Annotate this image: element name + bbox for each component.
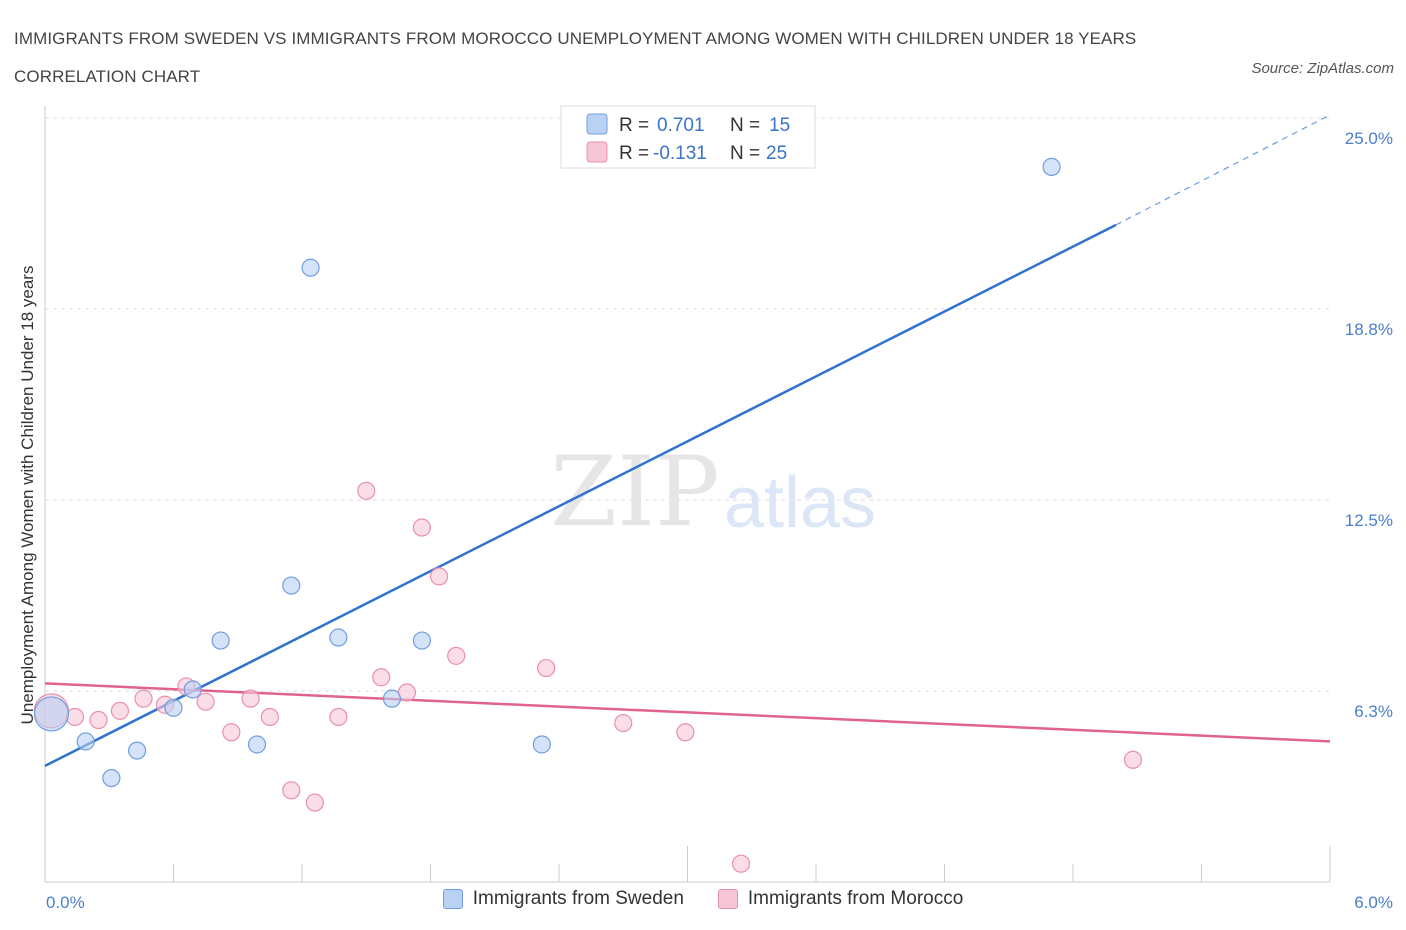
point-morocco (65, 707, 85, 727)
data-points (33, 157, 1143, 873)
point-morocco (110, 701, 130, 720)
trend-line-sweden-extension (1115, 114, 1331, 226)
point-morocco (676, 723, 695, 742)
point-sweden (1042, 157, 1061, 176)
point-sweden (247, 735, 267, 754)
point-sweden (102, 768, 121, 788)
point-morocco (1123, 750, 1143, 769)
trend-line-sweden (44, 223, 1117, 767)
y-axis-label: Unemployment Among Women with Children U… (18, 266, 37, 725)
point-morocco (412, 518, 432, 537)
chart-title: IMMIGRANTS FROM SWEDEN VS IMMIGRANTS FRO… (14, 29, 1137, 86)
point-morocco (447, 646, 466, 665)
point-morocco (222, 723, 241, 742)
legend-swatch-sweden (442, 889, 463, 909)
y-tick-label: 12.5% (1345, 511, 1393, 530)
point-morocco (357, 481, 376, 500)
point-morocco (89, 710, 108, 730)
x-tick-labels: 0.0% 6.0% (46, 893, 1393, 912)
point-morocco (196, 692, 215, 711)
point-sweden (183, 680, 202, 699)
stats-legend: R = 0.701 N = 15 R = -0.131 N = 25 (560, 105, 816, 169)
legend-n-label: N = (730, 143, 760, 164)
point-morocco (372, 668, 391, 687)
legend-item-morocco: Immigrants from Morocco (717, 888, 964, 910)
point-morocco (429, 567, 449, 586)
point-sweden (76, 732, 95, 751)
legend-n-value: 25 (766, 143, 787, 164)
point-sweden (282, 576, 301, 595)
watermark-zip: ZIP (550, 436, 719, 548)
point-sweden (211, 631, 230, 650)
point-morocco (731, 854, 751, 873)
point-morocco (282, 781, 301, 800)
point-morocco (134, 689, 153, 708)
y-tick-label: 18.8% (1345, 320, 1393, 339)
legend-swatch-morocco (586, 141, 608, 163)
point-sweden (127, 741, 147, 760)
x-tick-label: 0.0% (46, 893, 85, 912)
legend-n-value: 15 (769, 115, 790, 136)
point-sweden (412, 631, 432, 650)
legend-r-label: R = (619, 143, 649, 164)
legend-swatch-morocco (717, 889, 738, 909)
point-sweden (33, 696, 70, 732)
legend-r-label: R = (619, 115, 649, 136)
gridlines (45, 117, 1330, 692)
y-tick-label: 6.3% (1354, 702, 1393, 721)
point-sweden (382, 689, 402, 708)
point-sweden (329, 628, 348, 647)
legend-r-value: -0.131 (653, 143, 707, 164)
point-sweden (301, 258, 320, 277)
point-morocco (305, 793, 324, 812)
legend-label-sweden: Immigrants from Sweden (472, 888, 684, 909)
point-morocco (329, 707, 348, 727)
legend-label-morocco: Immigrants from Morocco (747, 888, 964, 909)
point-sweden (532, 735, 551, 754)
legend-item-sweden: Immigrants from Sweden (442, 888, 684, 910)
y-tick-label: 25.0% (1345, 129, 1393, 148)
x-tick-label: 6.0% (1354, 893, 1393, 912)
series-legend: Immigrants from Sweden Immigrants from M… (0, 888, 1406, 910)
point-morocco (537, 658, 556, 678)
axes (44, 106, 1331, 883)
point-morocco (241, 689, 260, 708)
legend-n-label: N = (730, 115, 760, 136)
point-morocco (614, 713, 633, 733)
watermark-atlas: atlas (724, 463, 876, 543)
legend-swatch-sweden (586, 113, 608, 135)
y-tick-labels: 6.3% 12.5% 18.8% 25.0% (1345, 129, 1393, 721)
watermark: ZIP atlas (550, 436, 876, 548)
point-sweden (164, 698, 183, 717)
trend-lines (44, 114, 1331, 767)
source-label: Source: ZipAtlas.com (1251, 60, 1394, 77)
trend-line-morocco (44, 682, 1331, 743)
point-morocco (260, 707, 279, 727)
legend-r-value: 0.701 (657, 115, 705, 136)
